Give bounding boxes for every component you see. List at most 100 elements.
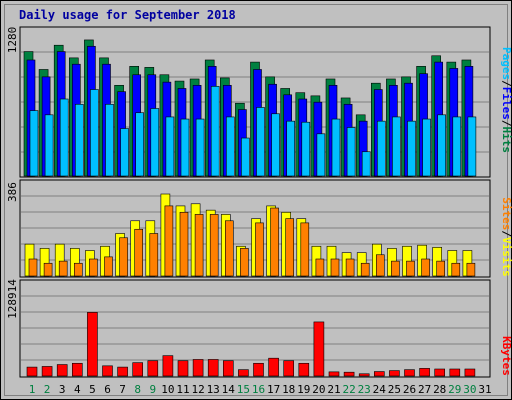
x-tick-label: 18 (282, 383, 295, 396)
x-tick-label: 26 (403, 383, 416, 396)
bar-sites-day-20 (315, 258, 325, 277)
legend-text: Sites/Visits (500, 197, 512, 277)
bar-kbytes-day-14 (223, 360, 234, 377)
bar-kbytes-day-3 (56, 364, 68, 377)
bar-pages-day-5 (90, 89, 99, 177)
bar-pages-day-24 (376, 120, 386, 177)
x-tick-label: 3 (59, 383, 66, 396)
bar-kbytes-day-5 (87, 312, 98, 377)
bar-kbytes-day-15 (238, 369, 249, 377)
x-tick-label: 29 (448, 383, 461, 396)
bar-sites-day-24 (375, 254, 385, 277)
bar-pages-day-6 (105, 103, 114, 177)
bar-pages-day-28 (437, 114, 447, 177)
legend-kbytes: KBytes (500, 336, 512, 376)
x-tick-label: 6 (104, 383, 111, 396)
x-tick-label: 17 (267, 383, 280, 396)
bar-pages-day-19 (301, 121, 311, 177)
bar-sites-day-21 (330, 258, 340, 277)
x-tick-label: 10 (161, 383, 174, 396)
x-tick-label: 12 (191, 383, 204, 396)
legend-sites-visits: Sites/Visits (500, 197, 512, 277)
bar-kbytes-day-7 (117, 366, 128, 377)
x-tick-label: 24 (373, 383, 387, 396)
bar-pages-day-25 (392, 116, 401, 177)
bar-kbytes-day-27 (419, 368, 430, 377)
bar-sites-day-6 (104, 256, 113, 277)
x-tick-label: 5 (89, 383, 96, 396)
bar-pages-day-21 (331, 118, 341, 177)
bar-kbytes-day-30 (464, 368, 476, 377)
x-tick-label: 21 (327, 383, 340, 396)
bar-kbytes-day-17 (268, 357, 279, 377)
bar-kbytes-day-10 (162, 355, 174, 377)
bar-kbytes-day-18 (283, 360, 295, 377)
bar-sites-day-26 (406, 260, 415, 277)
x-tick-label: 9 (149, 383, 156, 396)
panel-visits-bars (21, 193, 489, 277)
bar-pages-day-8 (135, 112, 144, 177)
bar-sites-day-4 (74, 262, 83, 277)
bar-kbytes-day-16 (253, 362, 264, 377)
bar-sites-day-25 (391, 260, 400, 277)
bar-kbytes-day-12 (192, 359, 204, 377)
bar-sites-day-19 (300, 222, 310, 277)
bar-pages-day-20 (316, 133, 326, 177)
x-tick-label: 16 (252, 383, 265, 396)
bar-sites-day-7 (119, 237, 128, 277)
x-tick-label: 7 (119, 383, 126, 396)
bar-sites-day-16 (255, 222, 264, 277)
x-tick-label: 4 (74, 383, 81, 396)
bar-pages-day-12 (195, 118, 205, 177)
bar-kbytes-day-25 (389, 370, 400, 377)
bar-pages-day-22 (346, 127, 356, 177)
bar-sites-day-15 (240, 248, 249, 277)
bar-pages-day-14 (226, 116, 235, 177)
x-tick-label: 28 (433, 383, 446, 396)
x-tick-label: 13 (207, 383, 220, 396)
bar-kbytes-day-23 (358, 373, 370, 377)
x-tick-label: 8 (134, 383, 141, 396)
bar-kbytes-day-13 (207, 359, 219, 377)
bar-pages-day-15 (241, 137, 250, 177)
bar-kbytes-day-29 (449, 368, 461, 377)
x-tick-label: 15 (237, 383, 250, 396)
bar-pages-day-4 (75, 103, 84, 177)
legend-separator: / (500, 80, 512, 87)
bar-pages-day-27 (422, 118, 431, 177)
inner-border (4, 4, 508, 396)
bar-kbytes-day-4 (72, 362, 83, 377)
bar-pages-day-29 (452, 116, 462, 177)
bar-sites-day-3 (58, 260, 68, 277)
ymax-label-kbytes: 128914 (6, 279, 19, 319)
x-tick-label: 19 (297, 383, 310, 396)
legend-separator: / (500, 120, 512, 127)
legend-entry-files: Files (500, 87, 512, 120)
bar-pages-day-17 (271, 113, 280, 177)
bar-kbytes-day-28 (434, 368, 446, 377)
chart-title: Daily usage for September 2018 (19, 8, 236, 22)
bar-sites-day-18 (285, 218, 295, 277)
bar-pages-day-13 (210, 86, 220, 177)
bar-kbytes-day-2 (41, 366, 53, 377)
bar-sites-day-13 (209, 214, 219, 277)
ymax-label-hits: 1280 (6, 27, 19, 54)
ymax-label-visits: 386 (6, 182, 19, 202)
panel-hits-bars (21, 39, 489, 177)
bar-kbytes-day-22 (343, 371, 355, 377)
legend-text: Pages/Files/Hits (500, 47, 512, 153)
bar-sites-day-9 (149, 233, 159, 277)
bar-kbytes-day-24 (373, 371, 385, 377)
legend-hits-files-pages: Pages/Files/Hits (500, 47, 512, 153)
x-tick-label: 23 (358, 383, 371, 396)
x-tick-label: 25 (388, 383, 401, 396)
bar-pages-day-1 (29, 110, 39, 177)
bar-sites-day-10 (164, 205, 174, 277)
bar-sites-day-8 (134, 228, 143, 277)
bar-sites-day-30 (466, 262, 476, 277)
bar-kbytes-day-20 (313, 321, 325, 377)
bar-sites-day-1 (28, 258, 38, 277)
x-tick-label: 1 (29, 383, 36, 396)
bar-sites-day-14 (225, 220, 234, 277)
